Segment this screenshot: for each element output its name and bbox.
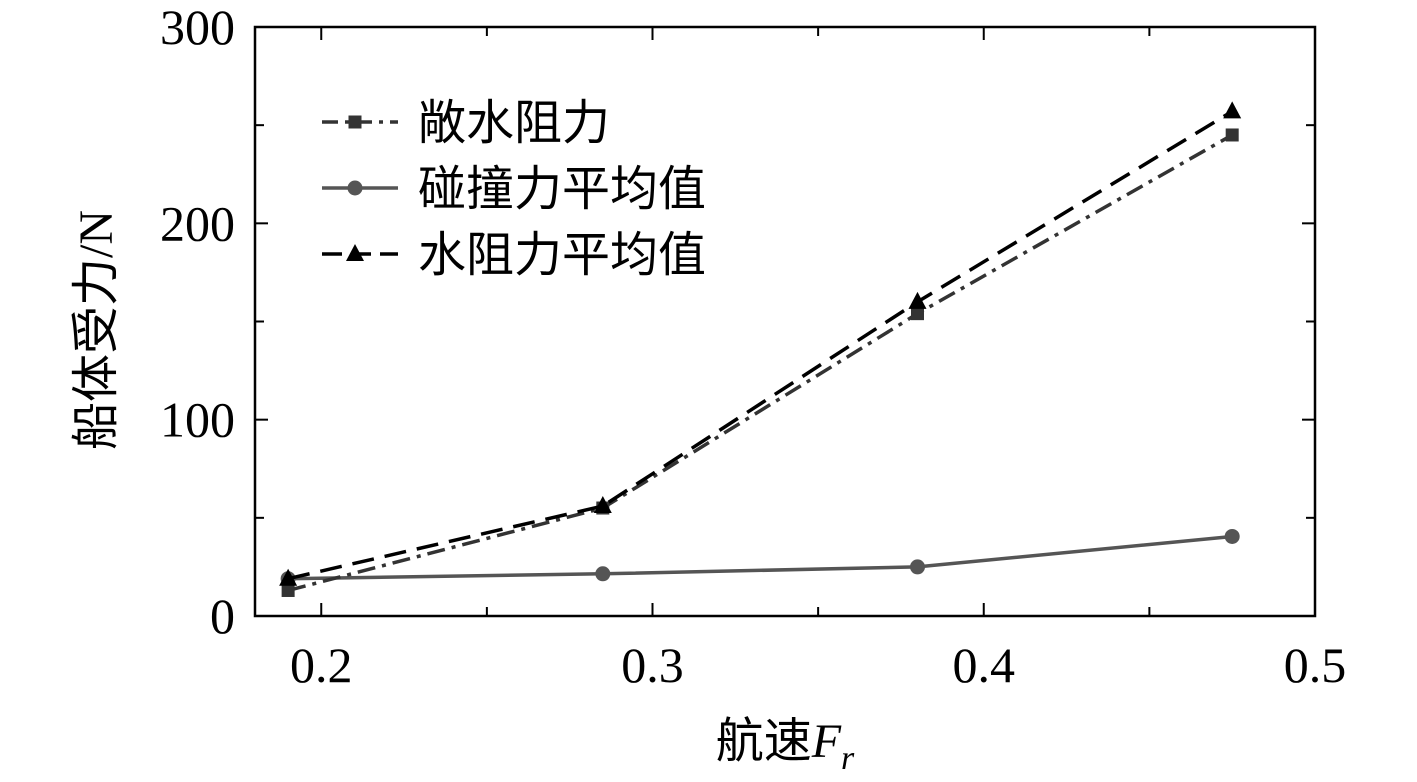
x-axis-title-text: 航速 [716, 715, 812, 768]
x-tick-label: 0.3 [621, 637, 684, 693]
legend-marker [347, 180, 363, 196]
series-line [287, 109, 1234, 581]
legend-entry: 敞水阻力 [322, 97, 610, 150]
x-tick-label: 0.5 [1284, 637, 1347, 693]
data-point [1223, 101, 1242, 119]
data-point [911, 307, 924, 321]
y-tick-label: 300 [160, 0, 235, 55]
x-tick-label: 0.2 [290, 637, 353, 693]
data-point [593, 496, 612, 514]
series-2 [279, 101, 1242, 586]
y-tick-label: 200 [160, 195, 235, 251]
series-lines [279, 101, 1242, 597]
legend-entry: 水阻力平均值 [322, 229, 706, 282]
data-point [279, 568, 298, 586]
y-tick-labels: 0 100 200 300 [160, 0, 235, 644]
data-point [910, 559, 925, 575]
data-point [281, 583, 295, 597]
x-axis-title-subscript: r [841, 740, 855, 777]
data-point [908, 291, 927, 309]
y-tick-label: 0 [210, 588, 235, 644]
x-tick-labels: 0.2 0.3 0.4 0.5 [290, 637, 1346, 693]
y-tick-label: 100 [160, 392, 235, 448]
x-axis-title-symbol: F [811, 715, 842, 768]
legend-label: 敞水阻力 [418, 97, 610, 150]
y-tick-marks [255, 26, 1315, 617]
data-point [1225, 128, 1239, 142]
legend-marker [346, 244, 364, 261]
legend-entry: 碰撞力平均值 [322, 163, 706, 216]
x-axis-title: 航速Fr [716, 715, 855, 777]
series-line [288, 534, 1233, 581]
y-axis-title: 船体受力/N [70, 210, 123, 450]
data-point [595, 566, 611, 582]
series-line [287, 133, 1234, 593]
plot-frame [253, 25, 1317, 618]
x-tick-label: 0.4 [953, 637, 1016, 693]
legend-label: 水阻力平均值 [418, 229, 706, 282]
series-1 [280, 528, 1240, 587]
legend-marker [348, 115, 362, 129]
data-point [1224, 528, 1240, 544]
legend-label: 碰撞力平均值 [418, 163, 706, 216]
